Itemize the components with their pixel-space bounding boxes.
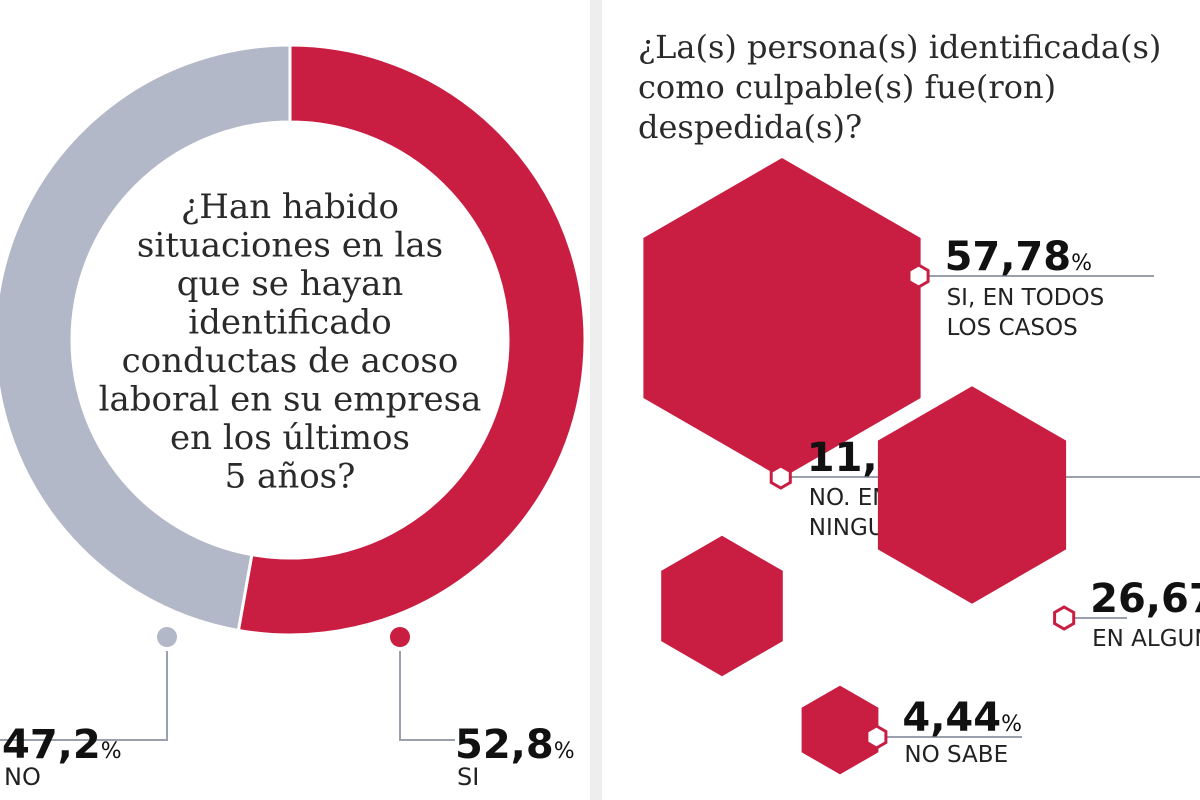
hex-marker-1 [907,263,930,289]
donut-question-line: en los últimos [170,418,410,458]
hex-question-line: despedida(s)? [638,108,862,146]
hexagon-chart: ¿La(s) persona(s) identificada(s)como cu… [638,28,1200,775]
donut-slice-si [236,43,587,637]
donut-value-si: 52,8% [455,722,575,768]
donut-question-line: que se hayan [177,264,404,304]
hex-category-1: LOS CASOS [947,315,1078,341]
donut-value-no: 47,2% [2,722,122,768]
hex-category-1: SI, EN TODOS [947,285,1105,311]
donut-question-line: situaciones en las [137,226,443,266]
donut-question-line: laboral en su empresa [99,380,482,420]
hex-marker-4 [865,724,888,750]
marker-dot-no [157,627,177,647]
hex-marker-3 [1053,605,1076,631]
hex-marker-2 [769,464,792,490]
panel-divider [590,0,602,800]
hex-value-4: 4,44% [902,695,1022,741]
donut-question-line: 5 años? [225,457,356,497]
donut-question-line: ¿Han habido [181,187,399,227]
donut-question-line: conductas de acoso [122,341,459,381]
hex-question-line: como culpable(s) fue(ron) [638,68,1056,106]
hex-bubble-3 [877,386,1067,604]
leader-line-no [0,651,168,741]
donut-slice-no [0,43,292,633]
donut-category-si: SI [457,763,479,791]
hex-category-3: EN ALGUNOS CASOS [1092,626,1200,652]
donut-chart-panel: ¿Han habido situaciones en las que se haya… [0,0,590,800]
hex-bubble-4 [801,685,879,775]
hex-question-line: ¿La(s) persona(s) identificada(s) [638,28,1161,66]
donut-question-line: identificado [188,303,391,343]
hex-bubble-1 [643,158,921,478]
hexagon-chart-panel: ¿La(s) persona(s) identificada(s) como cu… [602,0,1200,800]
hex-category-4: NO SABE [904,742,1008,768]
leader-line-si [399,651,455,741]
hex-bubble-2 [661,535,783,677]
hex-value-3: 26,67% [1090,576,1200,622]
hex-category-2: NO. EN [809,485,890,511]
marker-dot-si [390,627,410,647]
hex-value-1: 57,78% [945,234,1092,280]
donut-category-no: NO [4,763,41,791]
